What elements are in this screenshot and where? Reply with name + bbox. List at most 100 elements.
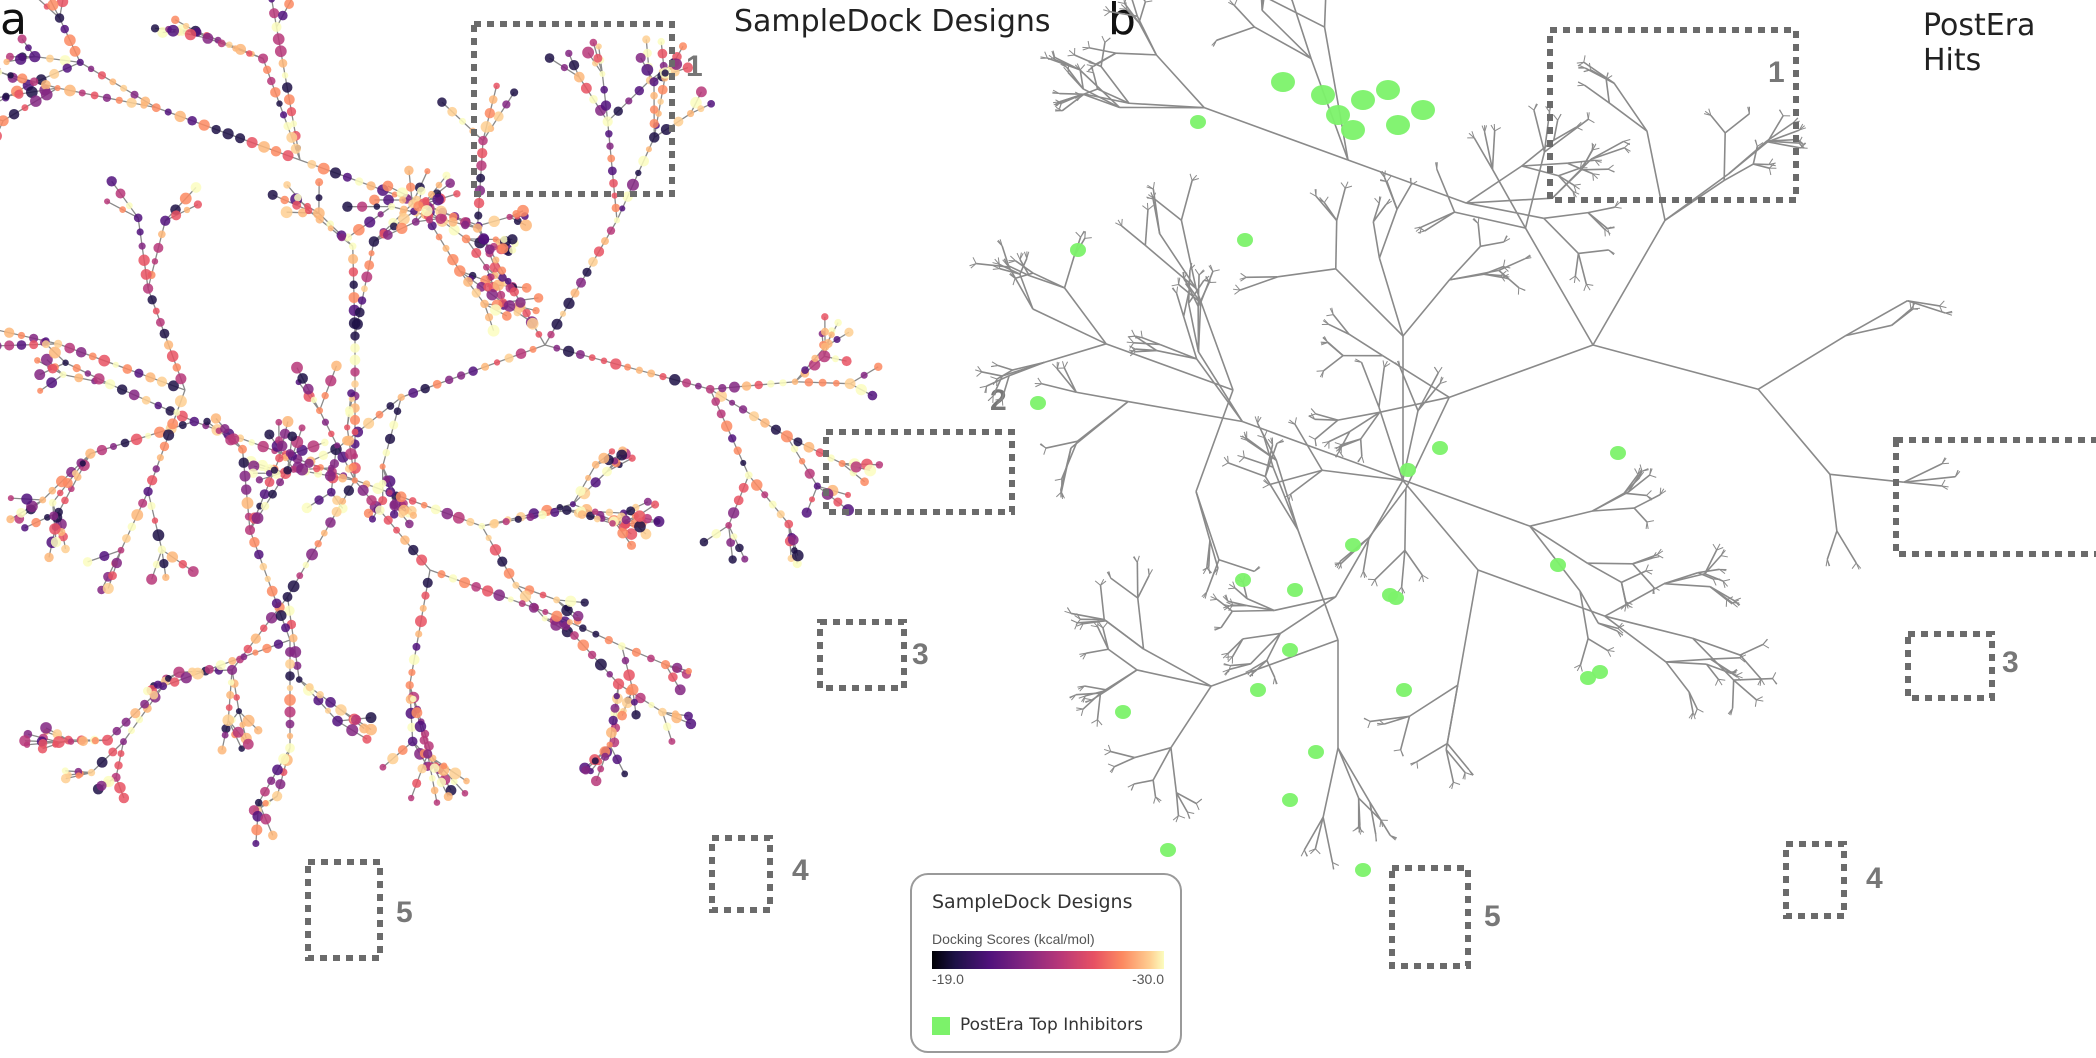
molecule-node bbox=[621, 697, 633, 709]
molecule-node bbox=[307, 440, 320, 453]
molecule-node bbox=[163, 340, 174, 350]
molecule-node bbox=[493, 359, 501, 366]
molecule-node bbox=[54, 339, 63, 348]
molecule-node bbox=[728, 434, 737, 443]
molecule-node bbox=[182, 22, 190, 30]
molecule-node bbox=[272, 33, 285, 45]
molecule-node bbox=[354, 307, 365, 318]
molecule-node bbox=[389, 420, 399, 430]
molecule-node bbox=[25, 44, 32, 52]
molecule-node bbox=[187, 115, 197, 126]
molecule-node bbox=[265, 469, 273, 477]
molecule-node bbox=[860, 371, 868, 379]
molecule-node bbox=[864, 464, 877, 477]
postera-hit-marker bbox=[1282, 793, 1298, 807]
molecule-node bbox=[685, 718, 697, 730]
molecule-node bbox=[171, 15, 180, 25]
molecule-node bbox=[275, 610, 287, 621]
molecule-node bbox=[668, 737, 676, 745]
molecule-node bbox=[278, 10, 288, 21]
molecule-node bbox=[5, 52, 14, 61]
molecule-node bbox=[270, 466, 279, 474]
molecule-node bbox=[356, 201, 368, 212]
molecule-node bbox=[152, 560, 161, 569]
molecule-node bbox=[448, 574, 458, 583]
molecule-node bbox=[634, 520, 646, 533]
molecule-node bbox=[388, 203, 396, 211]
molecule-node bbox=[383, 515, 393, 525]
highlight-box-number: 5 bbox=[1484, 900, 1501, 933]
molecule-node bbox=[257, 53, 269, 64]
molecule-node bbox=[408, 544, 419, 556]
molecule-node bbox=[97, 71, 107, 80]
molecule-node bbox=[332, 715, 343, 727]
molecule-node bbox=[155, 317, 165, 327]
molecule-node bbox=[305, 683, 314, 692]
postera-hit-marker bbox=[1282, 643, 1298, 657]
molecule-node bbox=[126, 97, 137, 108]
molecule-node bbox=[461, 789, 469, 797]
molecule-node bbox=[297, 373, 308, 384]
molecule-node bbox=[324, 707, 331, 714]
molecule-node bbox=[432, 379, 442, 389]
molecule-node bbox=[227, 679, 235, 686]
molecule-node bbox=[560, 63, 569, 72]
highlight-box-4 bbox=[709, 835, 773, 913]
molecule-node bbox=[178, 560, 188, 569]
molecule-node bbox=[493, 82, 500, 90]
molecule-node bbox=[174, 395, 187, 408]
molecule-node bbox=[143, 486, 153, 497]
molecule-node bbox=[697, 105, 705, 113]
molecule-node bbox=[522, 308, 531, 318]
molecule-node bbox=[284, 0, 294, 9]
molecule-node bbox=[183, 206, 191, 214]
postera-hit-marker bbox=[1341, 120, 1365, 140]
postera-hit-marker bbox=[1326, 105, 1350, 125]
molecule-node bbox=[384, 433, 396, 444]
molecule-node bbox=[386, 402, 395, 410]
molecule-node bbox=[519, 590, 532, 602]
molecule-node bbox=[526, 317, 539, 330]
molecule-node bbox=[726, 538, 736, 547]
tree-nodes bbox=[0, 0, 884, 848]
molecule-node bbox=[93, 373, 105, 385]
molecule-node bbox=[590, 477, 601, 488]
molecule-node bbox=[248, 460, 260, 472]
molecule-node bbox=[514, 515, 522, 523]
molecule-node bbox=[408, 497, 417, 505]
molecule-node bbox=[79, 460, 86, 467]
molecule-node bbox=[591, 757, 599, 765]
molecule-node bbox=[296, 463, 309, 476]
highlight-box-5 bbox=[305, 859, 383, 961]
molecule-node bbox=[365, 712, 377, 724]
highlight-box-2 bbox=[823, 429, 1015, 515]
molecule-node bbox=[363, 508, 374, 518]
molecule-node bbox=[193, 200, 202, 209]
molecule-node bbox=[255, 476, 263, 484]
molecule-node bbox=[67, 738, 75, 745]
molecule-node bbox=[787, 534, 799, 546]
molecule-node bbox=[273, 639, 284, 649]
molecule-node bbox=[660, 659, 671, 670]
molecule-node bbox=[792, 558, 802, 569]
molecule-node bbox=[463, 277, 473, 287]
postera-hit-marker bbox=[1580, 671, 1596, 685]
molecule-node bbox=[147, 295, 157, 305]
molecule-node bbox=[430, 504, 441, 515]
molecule-node bbox=[801, 507, 812, 518]
molecule-node bbox=[435, 233, 443, 241]
molecule-node bbox=[56, 489, 64, 497]
molecule-node bbox=[14, 89, 24, 99]
molecule-node bbox=[291, 361, 303, 374]
molecule-node bbox=[608, 448, 616, 455]
molecule-node bbox=[154, 426, 166, 438]
molecule-node bbox=[146, 573, 158, 585]
molecule-node bbox=[587, 650, 597, 660]
molecule-node bbox=[88, 352, 97, 361]
molecule-node bbox=[254, 549, 264, 560]
molecule-node bbox=[482, 585, 494, 597]
molecule-node bbox=[64, 342, 76, 354]
molecule-node bbox=[601, 237, 609, 246]
molecule-node bbox=[259, 624, 268, 632]
molecule-node bbox=[335, 704, 347, 716]
